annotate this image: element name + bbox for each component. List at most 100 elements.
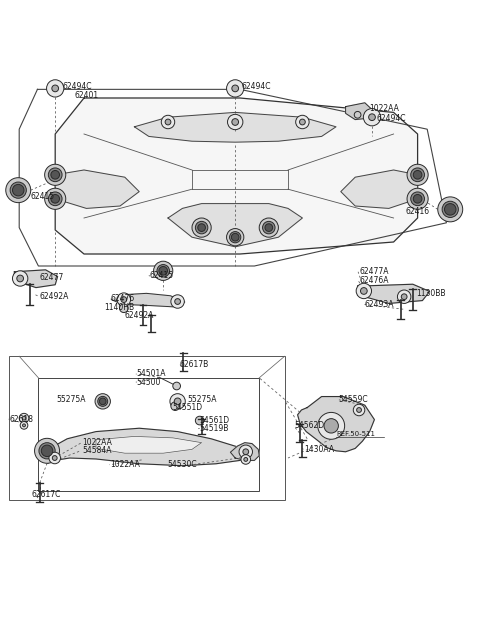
Circle shape	[244, 458, 248, 462]
Circle shape	[99, 398, 106, 404]
Circle shape	[22, 416, 26, 420]
Text: 62416: 62416	[406, 207, 430, 216]
Circle shape	[232, 119, 239, 126]
Text: REF.50-511: REF.50-511	[336, 431, 375, 438]
Text: 54519B: 54519B	[199, 425, 228, 433]
Circle shape	[39, 443, 55, 459]
Polygon shape	[55, 170, 139, 208]
Circle shape	[413, 170, 422, 179]
Circle shape	[10, 182, 26, 198]
Polygon shape	[346, 103, 372, 119]
Circle shape	[354, 111, 361, 118]
Polygon shape	[298, 396, 374, 452]
Polygon shape	[55, 98, 418, 254]
Circle shape	[413, 195, 422, 203]
Circle shape	[48, 192, 62, 205]
Polygon shape	[341, 170, 418, 208]
Circle shape	[232, 85, 239, 92]
Circle shape	[407, 188, 428, 209]
Text: 54562D: 54562D	[295, 421, 325, 430]
Circle shape	[192, 218, 211, 237]
Circle shape	[324, 419, 338, 433]
Circle shape	[356, 283, 372, 299]
Circle shape	[45, 165, 66, 185]
Text: 62477A: 62477A	[359, 268, 388, 276]
Polygon shape	[96, 436, 202, 453]
Text: 54561D: 54561D	[199, 416, 229, 425]
Circle shape	[23, 424, 25, 427]
Text: 54530C: 54530C	[167, 460, 197, 469]
Circle shape	[157, 264, 169, 277]
Circle shape	[52, 85, 59, 92]
Circle shape	[300, 119, 305, 125]
Text: 62494C: 62494C	[62, 82, 92, 92]
Circle shape	[360, 288, 367, 295]
Text: 62493A: 62493A	[365, 300, 394, 309]
Text: 62617C: 62617C	[31, 490, 60, 499]
Circle shape	[98, 396, 108, 406]
Circle shape	[51, 170, 60, 179]
Circle shape	[411, 168, 424, 181]
Text: 55275A: 55275A	[57, 395, 86, 404]
Circle shape	[241, 455, 251, 464]
Circle shape	[259, 218, 278, 237]
Circle shape	[296, 116, 309, 129]
Text: 1130BB: 1130BB	[417, 289, 446, 298]
Circle shape	[49, 452, 60, 463]
Circle shape	[407, 165, 428, 185]
Text: 62618: 62618	[10, 414, 34, 424]
Text: 62477: 62477	[40, 273, 64, 282]
Circle shape	[411, 192, 424, 205]
Circle shape	[120, 304, 128, 313]
Circle shape	[227, 80, 244, 97]
Circle shape	[265, 224, 273, 232]
Bar	[9, 356, 285, 501]
Text: 1140HB: 1140HB	[105, 303, 135, 311]
Circle shape	[170, 394, 185, 409]
Circle shape	[165, 119, 171, 125]
Text: 62476: 62476	[110, 294, 135, 303]
Circle shape	[231, 234, 239, 241]
Circle shape	[357, 408, 361, 413]
Circle shape	[154, 261, 173, 280]
Text: 54584A: 54584A	[83, 447, 112, 455]
Circle shape	[243, 449, 249, 455]
Circle shape	[95, 394, 110, 409]
Circle shape	[228, 114, 243, 129]
Circle shape	[41, 445, 53, 457]
Circle shape	[12, 185, 24, 196]
Circle shape	[117, 293, 131, 306]
Circle shape	[121, 296, 127, 303]
Circle shape	[239, 445, 252, 458]
Circle shape	[353, 404, 365, 416]
Text: 62415: 62415	[150, 271, 174, 280]
Circle shape	[318, 413, 345, 439]
Circle shape	[195, 416, 204, 425]
Polygon shape	[230, 443, 259, 460]
Circle shape	[51, 195, 60, 203]
Circle shape	[229, 232, 241, 243]
Polygon shape	[111, 293, 185, 307]
Circle shape	[17, 275, 24, 282]
Circle shape	[397, 290, 411, 303]
Text: 62492A: 62492A	[40, 292, 69, 301]
Text: 54559C: 54559C	[338, 395, 368, 404]
Circle shape	[227, 229, 244, 246]
Circle shape	[173, 382, 180, 390]
Circle shape	[175, 299, 180, 305]
Circle shape	[363, 109, 381, 126]
Circle shape	[444, 203, 456, 215]
Circle shape	[48, 168, 62, 181]
Circle shape	[45, 188, 66, 209]
Circle shape	[438, 197, 463, 222]
Circle shape	[174, 398, 181, 404]
Text: 62476A: 62476A	[359, 276, 388, 285]
Text: 62415: 62415	[30, 192, 54, 202]
Text: 54500: 54500	[137, 377, 161, 387]
Polygon shape	[14, 270, 58, 288]
Text: 62617B: 62617B	[179, 360, 208, 369]
Polygon shape	[168, 203, 302, 247]
Circle shape	[161, 116, 175, 129]
Circle shape	[6, 178, 31, 203]
Polygon shape	[134, 112, 336, 142]
